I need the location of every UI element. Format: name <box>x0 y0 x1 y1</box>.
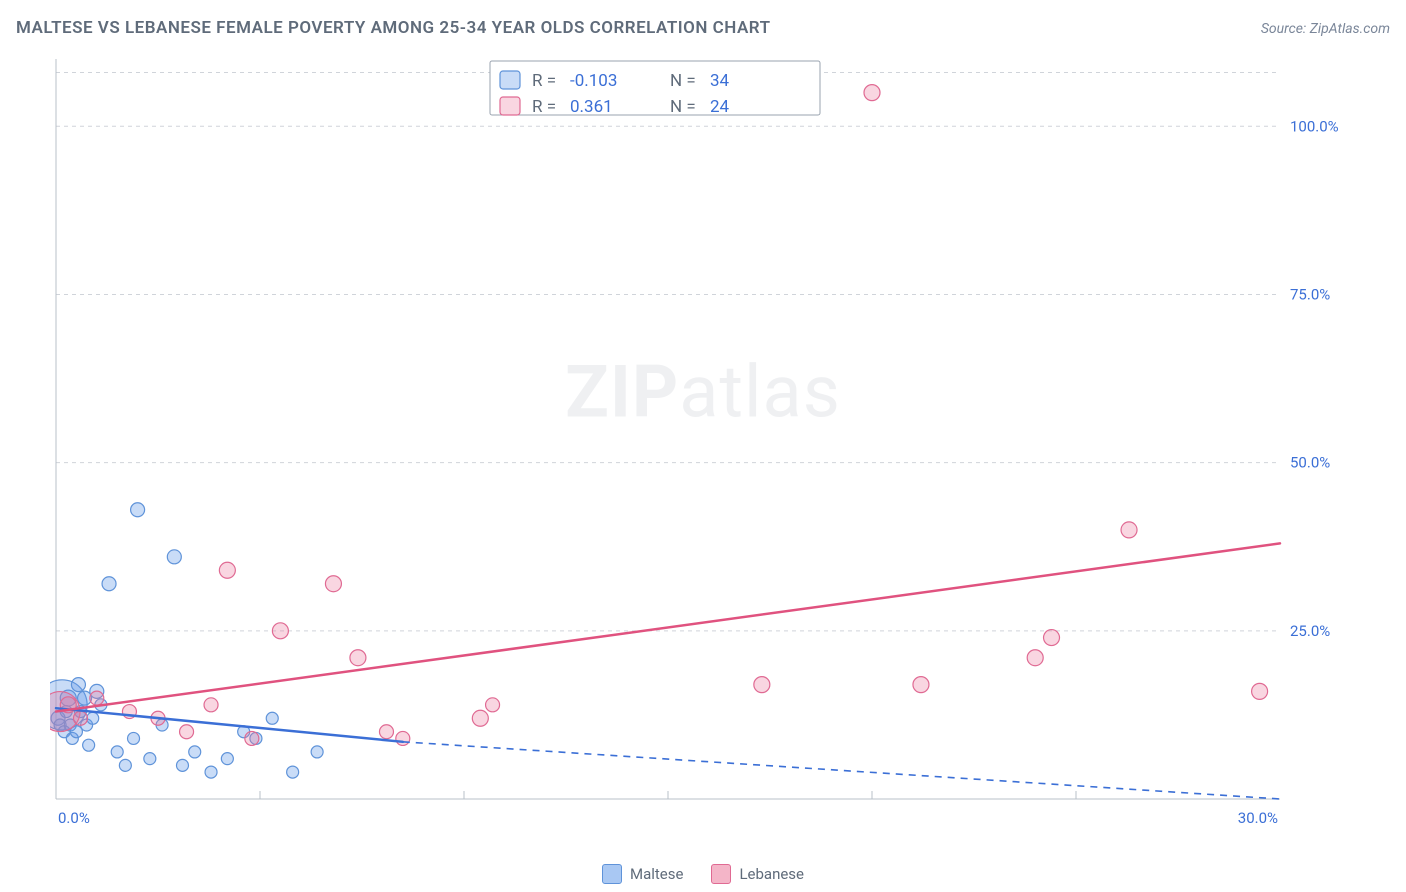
scatter-point <box>486 698 500 712</box>
scatter-point <box>396 731 410 745</box>
legend-n-label: N = <box>670 71 696 91</box>
bottom-legend: Maltese Lebanese <box>0 864 1406 884</box>
legend-swatch <box>711 864 731 884</box>
source-prefix: Source: <box>1261 21 1310 37</box>
scatter-point <box>71 678 85 692</box>
scatter-point <box>128 732 140 744</box>
scatter-point <box>1027 650 1043 666</box>
scatter-point <box>176 759 188 771</box>
scatter-point <box>272 623 288 639</box>
scatter-point <box>864 85 880 101</box>
scatter-point <box>1121 522 1137 538</box>
scatter-point <box>83 739 95 751</box>
scatter-point <box>144 753 156 765</box>
scatter-point <box>219 562 235 578</box>
source-name: ZipAtlas.com <box>1310 21 1390 37</box>
legend-label: Maltese <box>630 865 683 883</box>
legend-r-label: R = <box>532 71 556 91</box>
x-tick-label: 0.0% <box>58 809 90 827</box>
scatter-point <box>205 766 217 778</box>
scatter-point <box>754 677 770 693</box>
scatter-point <box>131 503 145 517</box>
legend-swatch <box>500 71 520 89</box>
scatter-point <box>102 577 116 591</box>
scatter-point <box>266 712 278 724</box>
scatter-point <box>472 710 488 726</box>
scatter-point <box>379 725 393 739</box>
scatter-point <box>221 753 233 765</box>
scatter-point <box>189 746 201 758</box>
scatter-point <box>1044 630 1060 646</box>
x-tick-label: 30.0% <box>1238 809 1278 827</box>
scatter-point <box>311 746 323 758</box>
scatter-point <box>325 576 341 592</box>
legend-swatch <box>602 864 622 884</box>
trend-line <box>56 543 1280 711</box>
y-tick-label: 50.0% <box>1290 454 1330 472</box>
chart-header: MALTESE VS LEBANESE FEMALE POVERTY AMONG… <box>16 18 1390 38</box>
scatter-point <box>90 691 104 705</box>
scatter-point <box>350 650 366 666</box>
scatter-point <box>245 731 259 745</box>
scatter-point <box>119 759 131 771</box>
legend-item: Maltese <box>602 864 683 884</box>
scatter-point <box>913 677 929 693</box>
y-tick-label: 75.0% <box>1290 285 1330 303</box>
legend-n-value: 24 <box>710 97 730 117</box>
trend-line-extrapolated <box>403 742 1280 799</box>
y-tick-label: 100.0% <box>1290 117 1339 135</box>
scatter-point <box>1252 683 1268 699</box>
legend-n-value: 34 <box>710 71 730 91</box>
trend-line <box>56 708 403 742</box>
legend-r-value: -0.103 <box>570 71 617 91</box>
scatter-plot: 0.0% 30.0% 25.0% 50.0% 75.0% 100.0% R = -0.103 N… <box>50 55 1350 835</box>
legend-item: Lebanese <box>711 864 804 884</box>
scatter-point <box>73 711 87 725</box>
chart-title: MALTESE VS LEBANESE FEMALE POVERTY AMONG… <box>16 18 771 38</box>
scatter-point <box>87 712 99 724</box>
y-tick-label: 25.0% <box>1290 622 1330 640</box>
scatter-point <box>204 698 218 712</box>
scatter-point <box>111 746 123 758</box>
legend-n-label: N = <box>670 97 696 117</box>
scatter-point <box>180 725 194 739</box>
scatter-point <box>287 766 299 778</box>
legend-r-value: 0.361 <box>570 97 613 117</box>
legend-label: Lebanese <box>739 865 804 883</box>
legend-r-label: R = <box>532 97 556 117</box>
legend-swatch <box>500 97 520 115</box>
scatter-point <box>167 550 181 564</box>
chart-source: Source: ZipAtlas.com <box>1261 21 1390 37</box>
